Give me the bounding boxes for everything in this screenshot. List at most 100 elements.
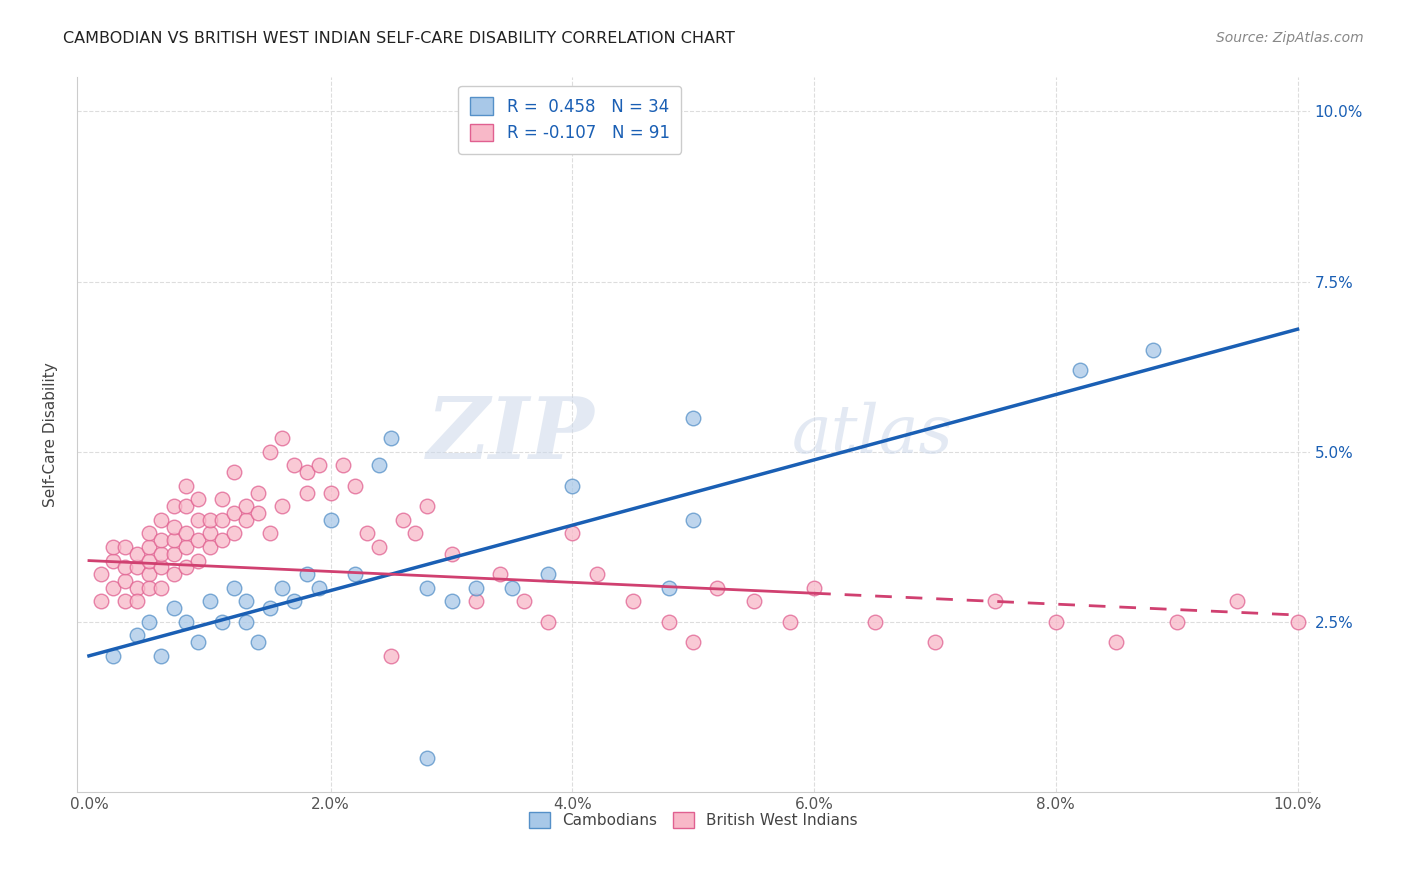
Point — [127, 628, 149, 642]
Point — [222, 526, 245, 541]
Point — [150, 648, 173, 663]
Point — [308, 458, 330, 473]
Point — [537, 615, 560, 629]
Point — [101, 581, 124, 595]
Point — [561, 526, 583, 541]
Point — [621, 594, 644, 608]
Text: ZIP: ZIP — [427, 393, 595, 476]
Point — [247, 635, 270, 649]
Point — [101, 540, 124, 554]
Y-axis label: Self-Care Disability: Self-Care Disability — [44, 362, 58, 507]
Point — [174, 526, 197, 541]
Point — [283, 594, 305, 608]
Point — [114, 574, 136, 588]
Point — [537, 567, 560, 582]
Point — [101, 553, 124, 567]
Point — [380, 648, 402, 663]
Point — [138, 615, 160, 629]
Point — [247, 485, 270, 500]
Point — [343, 479, 366, 493]
Point — [235, 615, 257, 629]
Point — [295, 567, 318, 582]
Point — [464, 594, 486, 608]
Point — [658, 615, 681, 629]
Point — [162, 499, 184, 513]
Point — [1166, 615, 1188, 629]
Point — [319, 513, 342, 527]
Point — [295, 485, 318, 500]
Point — [742, 594, 765, 608]
Point — [174, 615, 197, 629]
Point — [1069, 363, 1091, 377]
Point — [174, 479, 197, 493]
Point — [235, 513, 257, 527]
Point — [150, 547, 173, 561]
Point — [211, 533, 233, 548]
Point — [416, 751, 439, 765]
Point — [658, 581, 681, 595]
Point — [924, 635, 946, 649]
Point — [162, 533, 184, 548]
Point — [138, 553, 160, 567]
Text: atlas: atlas — [792, 402, 953, 467]
Point — [489, 567, 512, 582]
Point — [162, 567, 184, 582]
Point — [368, 540, 391, 554]
Point — [259, 526, 281, 541]
Point — [271, 581, 294, 595]
Point — [162, 519, 184, 533]
Text: CAMBODIAN VS BRITISH WEST INDIAN SELF-CARE DISABILITY CORRELATION CHART: CAMBODIAN VS BRITISH WEST INDIAN SELF-CA… — [63, 31, 735, 46]
Point — [150, 533, 173, 548]
Legend: Cambodians, British West Indians: Cambodians, British West Indians — [523, 806, 863, 834]
Point — [682, 410, 704, 425]
Point — [319, 485, 342, 500]
Point — [114, 560, 136, 574]
Point — [174, 499, 197, 513]
Point — [187, 533, 209, 548]
Point — [150, 560, 173, 574]
Point — [561, 479, 583, 493]
Point — [90, 594, 112, 608]
Point — [404, 526, 426, 541]
Point — [138, 581, 160, 595]
Point — [464, 581, 486, 595]
Point — [187, 513, 209, 527]
Point — [295, 465, 318, 479]
Text: Source: ZipAtlas.com: Source: ZipAtlas.com — [1216, 31, 1364, 45]
Point — [162, 547, 184, 561]
Point — [187, 635, 209, 649]
Point — [779, 615, 801, 629]
Point — [984, 594, 1007, 608]
Point — [368, 458, 391, 473]
Point — [440, 547, 463, 561]
Point — [247, 506, 270, 520]
Point — [150, 513, 173, 527]
Point — [114, 540, 136, 554]
Point — [356, 526, 378, 541]
Point — [187, 492, 209, 507]
Point — [513, 594, 536, 608]
Point — [1226, 594, 1249, 608]
Point — [440, 594, 463, 608]
Point — [803, 581, 825, 595]
Point — [174, 540, 197, 554]
Point — [138, 526, 160, 541]
Point — [1142, 343, 1164, 357]
Point — [162, 601, 184, 615]
Point — [187, 553, 209, 567]
Point — [682, 635, 704, 649]
Point — [863, 615, 886, 629]
Point — [150, 581, 173, 595]
Point — [1045, 615, 1067, 629]
Point — [222, 506, 245, 520]
Point — [211, 513, 233, 527]
Point — [271, 499, 294, 513]
Point — [283, 458, 305, 473]
Point — [380, 431, 402, 445]
Point — [1286, 615, 1309, 629]
Point — [682, 513, 704, 527]
Point — [392, 513, 415, 527]
Point — [1105, 635, 1128, 649]
Point — [114, 594, 136, 608]
Point — [343, 567, 366, 582]
